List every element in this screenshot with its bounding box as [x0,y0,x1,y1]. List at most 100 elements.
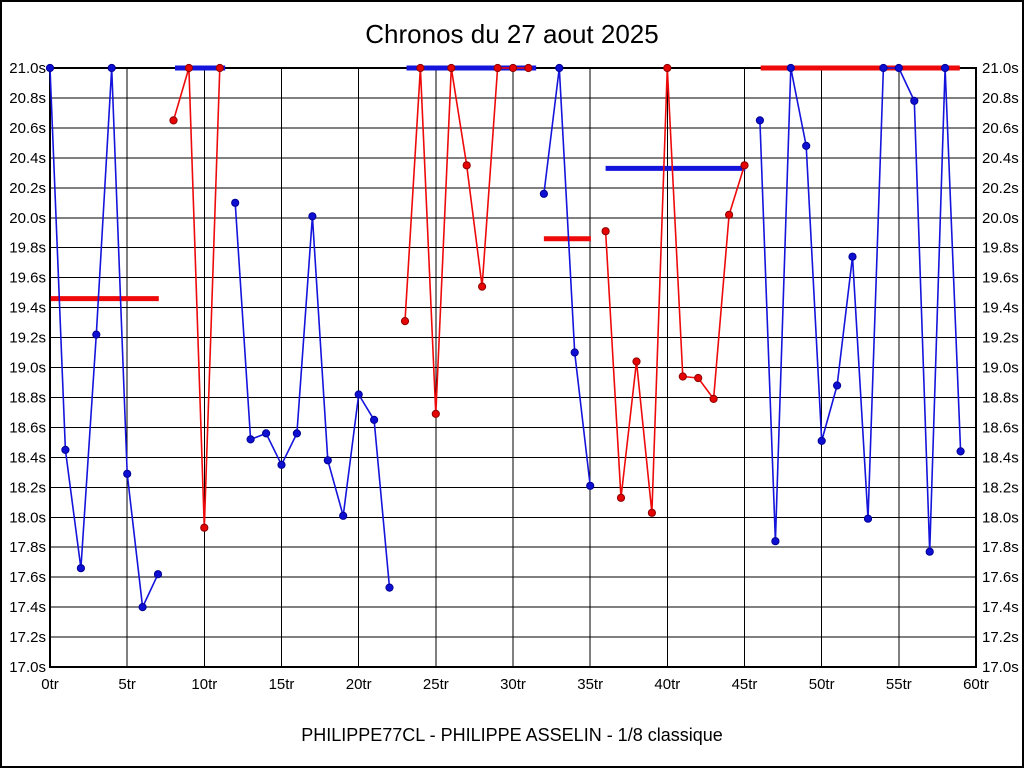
blue-lap-marker [123,469,132,478]
x-tick-label: 15tr [269,676,295,693]
y-tick-label-right: 21.0s [982,60,1019,77]
series-blue-polyline [49,67,159,608]
chart-title: Chronos du 27 aout 2025 [365,19,659,49]
red-lap-marker [632,357,641,366]
blue-lap-marker [879,63,888,73]
blue-lap-marker [539,189,549,198]
y-tick-label-right: 20.4s [982,150,1019,167]
y-tick-label-right: 18.0s [982,509,1019,526]
blue-lap-marker [292,429,301,438]
x-tick-label: 40tr [654,676,680,693]
y-tick-label-left: 20.6s [9,120,46,137]
y-tick-label-left: 18.8s [9,389,46,406]
y-tick-label-left: 17.4s [9,599,46,616]
blue-lap-marker [817,436,826,445]
y-tick-label-left: 18.0s [9,509,46,526]
y-tick-label-right: 19.2s [982,330,1019,347]
x-tick-label: 35tr [577,676,603,693]
blue-lap-marker [370,415,379,424]
x-tick-label: 25tr [423,676,449,693]
y-tick-label-left: 17.8s [9,539,46,556]
y-tick-label-left: 19.8s [9,240,46,257]
red-lap-marker [725,210,734,219]
blue-lap-marker [771,537,780,546]
series-red-polyline [404,67,529,415]
y-tick-label-right: 17.4s [982,599,1019,616]
red-lap-marker [493,63,502,73]
y-tick-label-right: 17.6s [982,569,1019,586]
y-tick-label-left: 17.2s [9,629,46,646]
x-tick-label: 30tr [500,676,526,693]
blue-lap-marker [262,429,271,438]
y-tick-label-right: 20.8s [982,90,1019,107]
red-lap-marker [169,116,178,125]
blue-lap-marker [45,63,55,73]
blue-lap-marker [894,63,903,73]
blue-lap-marker [107,63,116,73]
y-tick-label-right: 19.8s [982,240,1019,257]
y-tick-label-left: 18.2s [9,479,46,496]
blue-lap-marker [323,456,332,465]
x-tick-label: 60tr [963,676,989,693]
x-tick-label: 20tr [346,676,372,693]
red-lap-marker [184,63,193,73]
y-tick-label-left: 20.8s [9,90,46,107]
red-lap-marker [647,508,657,517]
footer-label: PHILIPPE77CL - PHILIPPE ASSELIN - 1/8 cl… [301,725,723,745]
red-lap-marker [663,63,672,73]
y-tick-label-left: 20.4s [9,150,46,167]
y-tick-label-left: 20.0s [9,210,46,227]
segment-average-bars [50,65,960,302]
red-lap-marker [524,63,533,73]
red-lap-marker [740,161,749,170]
blue-lap-marker [925,547,934,556]
blue-lap-marker [555,63,564,73]
blue-lap-marker [339,511,348,520]
series-blue-markers [45,63,965,612]
blue-lap-marker [570,348,579,357]
blue-lap-marker [354,390,363,399]
y-axis-labels-left: 21.0s 20.8s 20.6s 20.4s 20.2s 20.0s 19.8s 19.6s… [9,60,46,676]
red-lap-marker [508,63,518,73]
red-lap-marker [616,493,626,502]
y-tick-label-left: 19.6s [9,270,46,287]
blue-lap-marker [246,435,255,444]
blue-lap-marker [802,141,811,150]
series-blue-polyline [234,202,391,588]
y-tick-label-left: 21.0s [9,60,46,77]
y-tick-label-right: 18.6s [982,419,1019,436]
y-tick-label-right: 20.6s [982,120,1019,137]
blue-lap-marker [956,447,965,456]
x-tick-label: 45tr [732,676,758,693]
series-blue-polyline [543,67,591,486]
blue-lap-marker [277,460,286,469]
x-tick-label: 5tr [118,676,136,693]
red-lap-marker [678,372,687,381]
blue-lap-marker [385,583,394,592]
x-axis-labels: 0tr 5tr 10tr 15tr 20tr 25tr 30tr 35tr 40tr 45tr 50… [41,676,989,693]
red-lap-marker [447,63,456,73]
y-tick-label-right: 17.2s [982,629,1019,646]
blue-lap-marker [941,63,950,73]
blue-lap-marker [848,252,857,261]
red-lap-marker [200,523,209,532]
y-axis-labels-right: 21.0s 20.8s 20.6s 20.4s 20.2s 20.0s 19.8s 19.6s… [982,60,1019,676]
x-tick-label: 10tr [191,676,217,693]
blue-lap-marker [586,481,595,490]
series-red-markers [169,63,749,532]
y-tick-label-left: 19.2s [9,330,46,347]
red-lap-marker [601,227,610,236]
y-tick-label-left: 19.4s [9,300,46,317]
y-tick-label-right: 19.0s [982,360,1019,377]
y-tick-label-left: 18.4s [9,449,46,466]
red-lap-marker [400,317,410,326]
y-tick-label-left: 17.6s [9,569,46,586]
x-tick-label: 55tr [886,676,912,693]
y-tick-label-right: 17.8s [982,539,1019,556]
series-blue-polyline [759,67,962,553]
y-tick-label-right: 17.0s [982,659,1019,676]
blue-lap-marker [833,381,842,390]
blue-lap-marker [863,514,873,523]
